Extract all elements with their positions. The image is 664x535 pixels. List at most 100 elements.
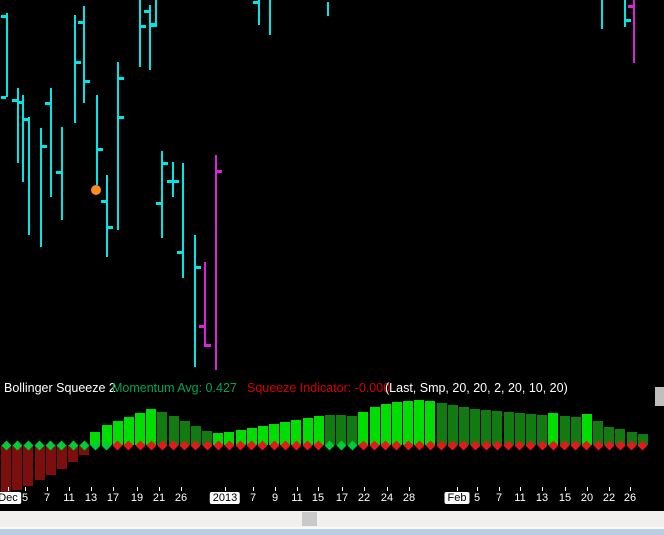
histogram-bar bbox=[391, 402, 402, 445]
histogram-bar bbox=[503, 412, 514, 445]
price-bar bbox=[96, 95, 98, 185]
price-bar bbox=[139, 0, 141, 67]
histogram-bar bbox=[123, 417, 134, 445]
histogram-bar bbox=[291, 420, 302, 445]
histogram-bar bbox=[436, 403, 447, 445]
histogram-bar bbox=[246, 428, 257, 445]
price-bar-tick bbox=[42, 145, 47, 148]
horizontal-scrollbar-track[interactable] bbox=[0, 511, 664, 527]
axis-tick bbox=[477, 487, 478, 491]
price-bar bbox=[149, 5, 151, 70]
histogram-bar bbox=[581, 414, 592, 445]
price-bar-tick bbox=[150, 24, 155, 27]
histogram-bar bbox=[146, 409, 157, 445]
axis-tick bbox=[409, 487, 410, 491]
histogram-bar bbox=[525, 414, 536, 445]
right-scrollbar-fragment[interactable] bbox=[655, 387, 664, 406]
histogram-bar bbox=[559, 416, 570, 445]
axis-label: 28 bbox=[402, 492, 416, 504]
price-bar-tick bbox=[78, 21, 83, 24]
histogram-bar bbox=[358, 412, 369, 445]
axis-label: 22 bbox=[357, 492, 371, 504]
axis-label: 2013 bbox=[209, 492, 241, 504]
histogram-bar bbox=[470, 409, 481, 445]
price-bar bbox=[161, 151, 163, 238]
price-bar bbox=[215, 155, 217, 370]
price-bar bbox=[327, 2, 329, 16]
axis-tick bbox=[91, 487, 92, 491]
axis-label: 7 bbox=[249, 492, 257, 504]
price-bar-tick bbox=[206, 344, 211, 347]
histogram-bar bbox=[56, 445, 67, 469]
axis-tick bbox=[609, 487, 610, 491]
axis-label: 7 bbox=[43, 492, 51, 504]
window-bottom-strip bbox=[0, 529, 664, 535]
price-bar bbox=[633, 0, 635, 63]
axis-tick bbox=[297, 487, 298, 491]
price-bar-tick bbox=[156, 202, 161, 205]
histogram-bar bbox=[235, 430, 246, 445]
axis-tick bbox=[457, 487, 458, 491]
indicator-header: Bollinger Squeeze 2 Momentum Avg: 0.427 … bbox=[0, 380, 664, 398]
axis-tick bbox=[69, 487, 70, 491]
price-pane[interactable] bbox=[0, 0, 664, 380]
price-bar-tick bbox=[217, 170, 222, 173]
price-bar-tick bbox=[56, 171, 61, 174]
price-bar bbox=[106, 175, 108, 257]
axis-label: 15 bbox=[311, 492, 325, 504]
axis-label: 21 bbox=[152, 492, 166, 504]
axis-label: 17 bbox=[335, 492, 349, 504]
price-bar-tick bbox=[626, 19, 631, 22]
price-bar bbox=[204, 262, 206, 347]
price-bar-tick bbox=[163, 162, 168, 165]
axis-tick bbox=[630, 487, 631, 491]
price-bar bbox=[182, 163, 184, 278]
histogram-bar bbox=[514, 413, 525, 445]
axis-tick bbox=[342, 487, 343, 491]
squeeze-indicator-value: Squeeze Indicator: -0.000 bbox=[247, 381, 391, 395]
price-bar bbox=[83, 6, 85, 103]
axis-tick bbox=[25, 487, 26, 491]
axis-tick bbox=[387, 487, 388, 491]
axis-tick bbox=[318, 487, 319, 491]
price-bar-tick bbox=[199, 325, 204, 328]
horizontal-scrollbar-thumb[interactable] bbox=[302, 512, 317, 526]
price-bar bbox=[117, 62, 119, 230]
axis-label: Dec bbox=[0, 492, 21, 504]
price-bar bbox=[172, 162, 174, 197]
histogram-bar bbox=[23, 445, 34, 486]
histogram-bar bbox=[425, 401, 436, 445]
histogram-bar bbox=[336, 415, 347, 445]
histogram-bar bbox=[570, 417, 581, 445]
price-bar-tick bbox=[119, 77, 124, 80]
histogram-bar bbox=[68, 445, 79, 462]
axis-label: 26 bbox=[623, 492, 637, 504]
axis-tick bbox=[225, 487, 226, 491]
histogram-bar bbox=[626, 432, 637, 445]
axis-tick bbox=[253, 487, 254, 491]
price-bar bbox=[155, 0, 157, 27]
price-bar-tick bbox=[141, 25, 146, 28]
price-bar-tick bbox=[17, 101, 22, 104]
histogram-bar bbox=[604, 427, 615, 445]
price-bar-tick bbox=[177, 251, 182, 254]
axis-tick bbox=[137, 487, 138, 491]
axis-label: 20 bbox=[580, 492, 594, 504]
axis-tick bbox=[520, 487, 521, 491]
axis-tick bbox=[159, 487, 160, 491]
axis-tick bbox=[565, 487, 566, 491]
price-bar bbox=[624, 0, 626, 27]
price-bar-tick bbox=[12, 99, 17, 102]
axis-label: 15 bbox=[558, 492, 572, 504]
price-bar bbox=[258, 0, 260, 25]
axis-label: 24 bbox=[380, 492, 394, 504]
histogram-bar bbox=[90, 432, 101, 445]
histogram-pane[interactable] bbox=[0, 398, 664, 493]
price-bar bbox=[28, 117, 30, 235]
axis-tick bbox=[364, 487, 365, 491]
axis-tick bbox=[587, 487, 588, 491]
indicator-title: Bollinger Squeeze 2 bbox=[4, 381, 116, 395]
time-axis: Dec 5 7 11 13 17 19 21 26 2013 7 9 11 15 17 22 24 28 Feb 5 7… bbox=[0, 486, 664, 511]
axis-tick bbox=[113, 487, 114, 491]
histogram-bar bbox=[447, 405, 458, 445]
